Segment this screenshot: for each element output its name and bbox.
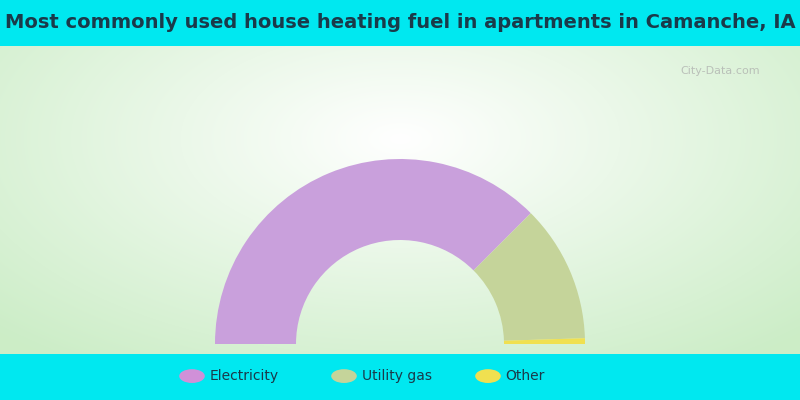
Wedge shape <box>504 338 585 344</box>
Text: Utility gas: Utility gas <box>362 369 432 383</box>
Ellipse shape <box>475 369 501 383</box>
Ellipse shape <box>331 369 357 383</box>
Ellipse shape <box>179 369 205 383</box>
Text: Most commonly used house heating fuel in apartments in Camanche, IA: Most commonly used house heating fuel in… <box>5 14 795 32</box>
Text: Electricity: Electricity <box>210 369 278 383</box>
Wedge shape <box>474 213 585 341</box>
Wedge shape <box>215 159 531 344</box>
Text: Other: Other <box>506 369 545 383</box>
Text: City-Data.com: City-Data.com <box>680 66 760 76</box>
